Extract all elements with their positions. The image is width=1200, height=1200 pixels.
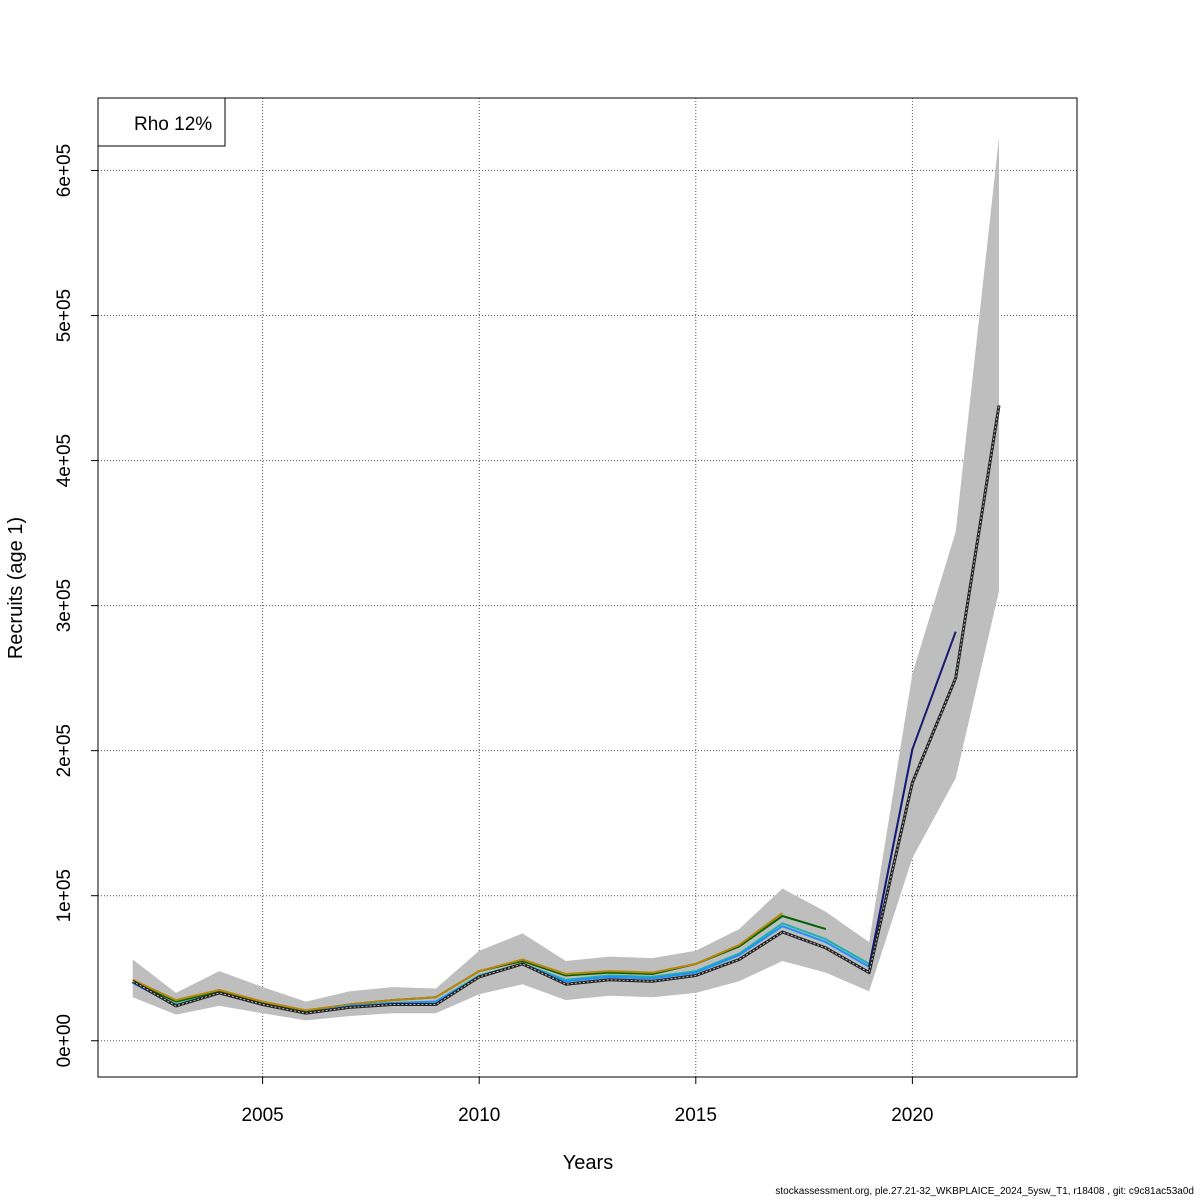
series-line-5: [131, 405, 1001, 1015]
y-tick-label: 0e+00: [54, 1014, 75, 1067]
series-line-4: [868, 631, 957, 967]
x-axis-title: Years: [563, 1152, 613, 1174]
x-tick-label: 2020: [891, 1105, 933, 1126]
x-tick-label: 2005: [241, 1105, 283, 1126]
x-axis: 2005 2010 2015 2020: [241, 1077, 934, 1126]
footer-credit: stockassessment.org, ple.27.21-32_WKBPLA…: [775, 1186, 1194, 1197]
legend-entry: Rho 12%: [134, 114, 212, 135]
y-tick-label: 5e+05: [54, 289, 75, 342]
y-axis-title: Recruits (age 1): [5, 517, 27, 659]
y-tick-label: 3e+05: [54, 579, 75, 632]
grid-lines: [98, 98, 1077, 1077]
x-tick-label: 2010: [458, 1105, 500, 1126]
y-tick-label: 1e+05: [54, 869, 75, 922]
series-line-1: [132, 912, 783, 1012]
plot-frame: [97, 97, 1078, 1078]
series-lines: [131, 405, 1001, 1015]
y-tick-label: 6e+05: [54, 144, 75, 197]
x-tick-label: 2015: [675, 1105, 717, 1126]
y-axis: 0e+00 1e+05 2e+05 3e+05 4e+05 5e+05 6e+05: [54, 144, 98, 1067]
y-tick-label: 4e+05: [54, 434, 75, 487]
legend-box: [97, 97, 226, 147]
y-tick-label: 2e+05: [54, 724, 75, 777]
legend: Rho 12%: [97, 97, 226, 147]
